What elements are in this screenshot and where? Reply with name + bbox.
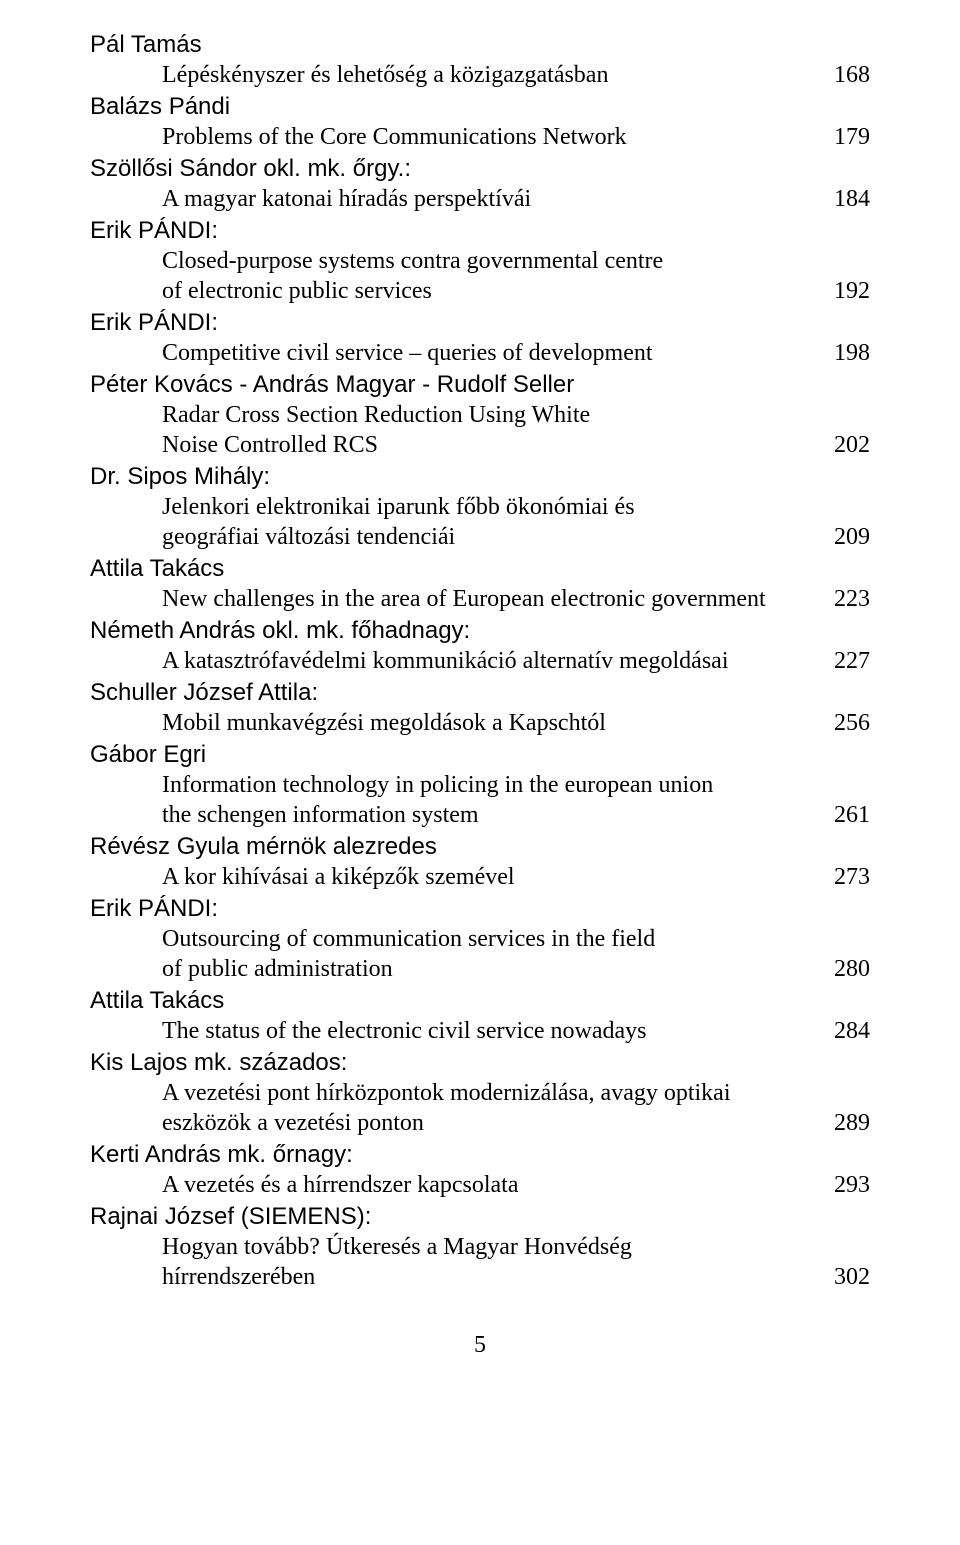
toc-entry: Szöllősi Sándor okl. mk. őrgy.:A magyar …: [90, 154, 870, 214]
toc-page-number: 192: [820, 276, 870, 306]
toc-page-number: 198: [820, 338, 870, 368]
toc-entry: Kerti András mk. őrnagy:A vezetés és a h…: [90, 1140, 870, 1200]
toc-entry: Rajnai József (SIEMENS):Hogyan tovább? Ú…: [90, 1202, 870, 1292]
toc-author: Péter Kovács - András Magyar - Rudolf Se…: [90, 370, 870, 400]
toc-page-number: 223: [820, 584, 870, 614]
toc-title-row: hírrendszerében302: [90, 1262, 870, 1292]
toc-author: Kerti András mk. őrnagy:: [90, 1140, 870, 1170]
toc-title-line: A vezetés és a hírrendszer kapcsolata: [90, 1170, 820, 1200]
toc-entry: Attila TakácsThe status of the electroni…: [90, 986, 870, 1046]
toc-entry: Dr. Sipos Mihály:Jelenkori elektronikai …: [90, 462, 870, 552]
toc-title-row: geográfiai változási tendenciái209: [90, 522, 870, 552]
toc-title-line: of public administration: [90, 954, 820, 984]
toc-entry: Erik PÁNDI:Outsourcing of communication …: [90, 894, 870, 984]
toc-title-line: Closed-purpose systems contra government…: [90, 246, 870, 276]
toc-title-row: A vezetés és a hírrendszer kapcsolata293: [90, 1170, 870, 1200]
toc-title-row: A kor kihívásai a kiképzők szemével273: [90, 862, 870, 892]
toc-title-line: A vezetési pont hírközpontok modernizálá…: [90, 1078, 870, 1108]
toc-author: Szöllősi Sándor okl. mk. őrgy.:: [90, 154, 870, 184]
toc-title-row: The status of the electronic civil servi…: [90, 1016, 870, 1046]
toc-entry: Révész Gyula mérnök alezredesA kor kihív…: [90, 832, 870, 892]
toc-title-row: A katasztrófavédelmi kommunikáció altern…: [90, 646, 870, 676]
toc-author: Dr. Sipos Mihály:: [90, 462, 870, 492]
toc-page-number: 256: [820, 708, 870, 738]
toc-title-line: Hogyan tovább? Útkeresés a Magyar Honvéd…: [90, 1232, 870, 1262]
toc-title-line: The status of the electronic civil servi…: [90, 1016, 820, 1046]
toc-author: Erik PÁNDI:: [90, 894, 870, 924]
toc-author: Pál Tamás: [90, 30, 870, 60]
toc-title-line: hírrendszerében: [90, 1262, 820, 1292]
toc-entry: Erik PÁNDI:Closed-purpose systems contra…: [90, 216, 870, 306]
toc-title-row: New challenges in the area of European e…: [90, 584, 870, 614]
toc-title-line: the schengen information system: [90, 800, 820, 830]
toc-title-row: of public administration280: [90, 954, 870, 984]
toc-page-number: 273: [820, 862, 870, 892]
toc-entry: Kis Lajos mk. százados:A vezetési pont h…: [90, 1048, 870, 1138]
toc-title-line: Noise Controlled RCS: [90, 430, 820, 460]
toc-author: Révész Gyula mérnök alezredes: [90, 832, 870, 862]
toc-title-row: Mobil munkavégzési megoldások a Kapschtó…: [90, 708, 870, 738]
toc-title-row: Lépéskényszer és lehetőség a közigazgatá…: [90, 60, 870, 90]
toc-title-line: A kor kihívásai a kiképzők szemével: [90, 862, 820, 892]
toc-author: Németh András okl. mk. főhadnagy:: [90, 616, 870, 646]
toc-title-line: geográfiai változási tendenciái: [90, 522, 820, 552]
toc-title-line: of electronic public services: [90, 276, 820, 306]
toc-entry: Erik PÁNDI:Competitive civil service – q…: [90, 308, 870, 368]
toc-page-number: 289: [820, 1108, 870, 1138]
toc-author: Rajnai József (SIEMENS):: [90, 1202, 870, 1232]
toc-title-row: A magyar katonai híradás perspektívái184: [90, 184, 870, 214]
toc-entry: Gábor EgriInformation technology in poli…: [90, 740, 870, 830]
toc-author: Attila Takács: [90, 554, 870, 584]
toc-page-number: 280: [820, 954, 870, 984]
toc-title-line: Information technology in policing in th…: [90, 770, 870, 800]
toc-page-number: 261: [820, 800, 870, 830]
toc-title-line: A magyar katonai híradás perspektívái: [90, 184, 820, 214]
toc-title-line: Radar Cross Section Reduction Using Whit…: [90, 400, 870, 430]
toc-page-number: 168: [820, 60, 870, 90]
toc-page-number: 184: [820, 184, 870, 214]
toc-title-row: Problems of the Core Communications Netw…: [90, 122, 870, 152]
toc-page-number: 284: [820, 1016, 870, 1046]
toc-author: Erik PÁNDI:: [90, 216, 870, 246]
toc-title-line: Competitive civil service – queries of d…: [90, 338, 820, 368]
toc-entry: Balázs PándiProblems of the Core Communi…: [90, 92, 870, 152]
table-of-contents: Pál TamásLépéskényszer és lehetőség a kö…: [90, 30, 870, 1292]
toc-page-number: 302: [820, 1262, 870, 1292]
toc-entry: Péter Kovács - András Magyar - Rudolf Se…: [90, 370, 870, 460]
toc-author: Attila Takács: [90, 986, 870, 1016]
toc-title-line: A katasztrófavédelmi kommunikáció altern…: [90, 646, 820, 676]
toc-author: Erik PÁNDI:: [90, 308, 870, 338]
toc-author: Kis Lajos mk. százados:: [90, 1048, 870, 1078]
toc-entry: Németh András okl. mk. főhadnagy:A katas…: [90, 616, 870, 676]
toc-title-line: Mobil munkavégzési megoldások a Kapschtó…: [90, 708, 820, 738]
toc-page-number: 202: [820, 430, 870, 460]
toc-title-line: Problems of the Core Communications Netw…: [90, 122, 820, 152]
toc-title-line: Outsourcing of communication services in…: [90, 924, 870, 954]
toc-title-row: Competitive civil service – queries of d…: [90, 338, 870, 368]
toc-title-line: Lépéskényszer és lehetőség a közigazgatá…: [90, 60, 820, 90]
toc-page-number: 227: [820, 646, 870, 676]
toc-title-line: eszközök a vezetési ponton: [90, 1108, 820, 1138]
toc-author: Gábor Egri: [90, 740, 870, 770]
toc-author: Balázs Pándi: [90, 92, 870, 122]
toc-entry: Pál TamásLépéskényszer és lehetőség a kö…: [90, 30, 870, 90]
toc-entry: Attila TakácsNew challenges in the area …: [90, 554, 870, 614]
toc-page-number: 293: [820, 1170, 870, 1200]
toc-title-row: eszközök a vezetési ponton289: [90, 1108, 870, 1138]
toc-page-number: 209: [820, 522, 870, 552]
toc-title-row: of electronic public services192: [90, 276, 870, 306]
page-footer-number: 5: [90, 1332, 870, 1359]
toc-author: Schuller József Attila:: [90, 678, 870, 708]
toc-title-row: the schengen information system261: [90, 800, 870, 830]
toc-page-number: 179: [820, 122, 870, 152]
toc-title-row: Noise Controlled RCS202: [90, 430, 870, 460]
toc-entry: Schuller József Attila:Mobil munkavégzés…: [90, 678, 870, 738]
toc-title-line: New challenges in the area of European e…: [90, 584, 820, 614]
toc-title-line: Jelenkori elektronikai iparunk főbb ökon…: [90, 492, 870, 522]
